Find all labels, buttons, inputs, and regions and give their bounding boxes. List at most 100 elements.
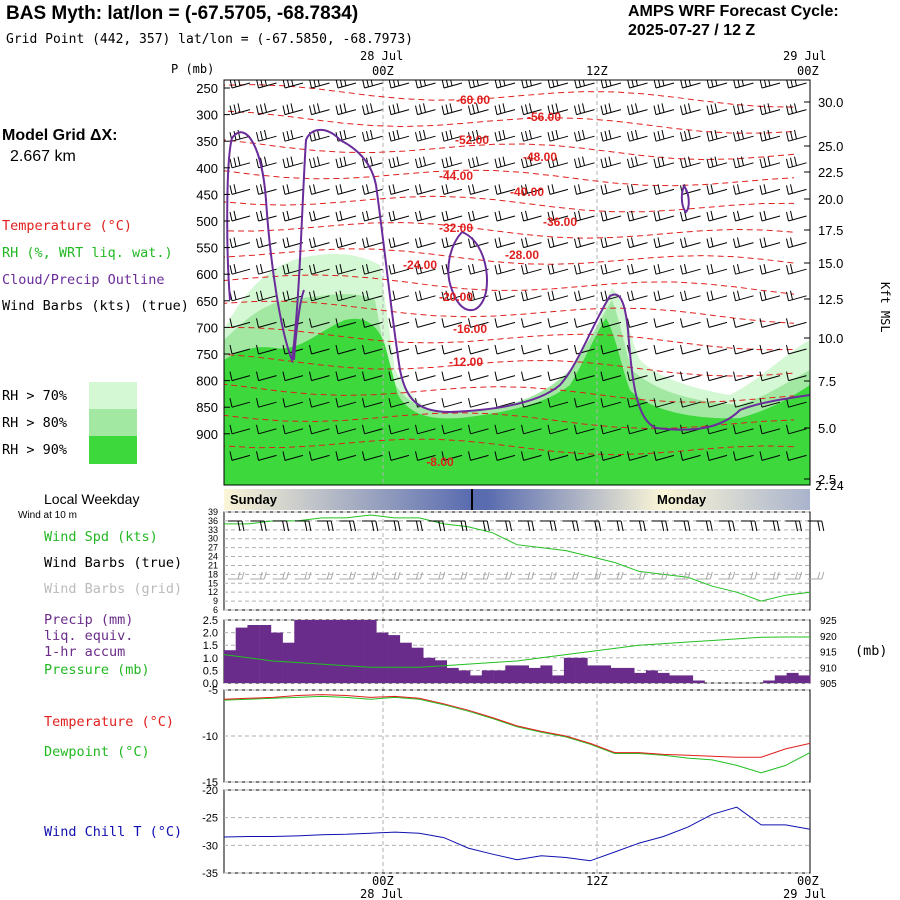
wind-barb-flag	[795, 520, 798, 532]
bottom-hour-label-3: 00Z	[797, 874, 819, 888]
wind-barb-shaft	[417, 428, 436, 435]
wind-barb-flag	[653, 211, 657, 222]
wind-barb	[468, 80, 489, 89]
wind-barb-flag	[680, 238, 683, 248]
wind-barb-shaft	[417, 109, 436, 116]
wind-barb-flag	[313, 263, 316, 274]
wind-barb-flag	[309, 371, 312, 381]
wind-barb-shaft	[231, 82, 251, 89]
wind-barb-flag	[525, 210, 528, 221]
wind-barb	[256, 398, 277, 408]
top-hour-label-3: 00Z	[797, 64, 819, 78]
wind-barb-flag	[529, 129, 532, 140]
wind-barb-shaft	[761, 321, 781, 328]
wind-barb	[600, 398, 622, 408]
wind-barb	[627, 451, 648, 461]
wind-barb-flag	[343, 103, 347, 113]
wind-barb-flag	[521, 132, 524, 142]
wind-barb	[547, 103, 569, 116]
wind-barb-flag	[688, 80, 691, 86]
wind-barb	[680, 451, 701, 461]
wind-barb	[494, 290, 516, 302]
wind-barb-shaft	[364, 295, 383, 302]
wind-barb-flag	[688, 156, 691, 166]
wind-barb-flag	[468, 344, 471, 355]
wind-barb-flag	[750, 571, 754, 580]
wind-barb	[256, 184, 277, 195]
pressure-tick-label: 910	[820, 663, 837, 674]
wind-barb	[786, 184, 807, 195]
wind-barb-flag	[256, 451, 259, 461]
wind-barb-flag	[494, 291, 498, 301]
wind-barb-shaft	[470, 82, 489, 89]
wind-barb-flag	[767, 129, 771, 140]
wind-barb-flag	[600, 132, 604, 142]
wind-barb-flag	[449, 129, 453, 140]
wind-barb-flag	[388, 398, 392, 408]
wind-barb-flag	[741, 103, 744, 113]
wind-barb-flag	[460, 571, 464, 580]
wind-barb-shaft	[390, 162, 410, 169]
wind-barb-flag	[494, 158, 498, 168]
wind-barb-shaft	[231, 375, 251, 382]
wind-barb-flag	[309, 158, 312, 168]
wind-barb-flag	[423, 80, 426, 86]
wind-barb-shaft	[761, 109, 781, 116]
wind-barb-flag	[706, 265, 710, 275]
wind-barb	[680, 290, 701, 302]
wind-barb-flag	[486, 571, 490, 580]
wind-barb-shaft	[549, 268, 569, 275]
wind-barb-flag	[754, 520, 758, 532]
wind-barb-shaft	[655, 321, 675, 328]
wind-barb-flag	[572, 520, 575, 532]
wind-barb-flag	[388, 238, 392, 248]
wind-barb-flag	[445, 184, 449, 194]
height-tick-label: 10.0	[818, 331, 843, 346]
wind-barb-flag	[449, 103, 453, 113]
wind-barb	[759, 103, 781, 116]
top-hour-label-1: 00Z	[372, 64, 394, 78]
wind-barb	[653, 237, 675, 249]
wind-barb-flag	[229, 105, 233, 115]
wind-barb	[653, 210, 675, 222]
wind-barb	[574, 371, 595, 382]
top-date-label-2: 29 Jul	[783, 49, 827, 63]
wind-barb-shaft	[788, 428, 807, 435]
wind-barb-flag	[574, 211, 577, 222]
wind-barb-shaft	[443, 428, 463, 435]
wind-barb	[441, 290, 463, 302]
wind-barb-flag	[392, 184, 396, 194]
wind-barb-shaft	[788, 215, 807, 222]
wind-barb-10m	[451, 520, 468, 532]
wind-barb-flag	[759, 451, 763, 461]
precip-bar	[270, 632, 283, 683]
wind-barb-shaft	[629, 82, 648, 89]
height-axis: 30.025.022.520.017.515.012.510.07.55.02.…	[804, 95, 843, 487]
legend-rh-70: RH > 70%	[2, 388, 68, 404]
wind-barb-flag	[286, 184, 290, 194]
wind-tick-label: 39	[208, 507, 218, 517]
wind-barb-shaft	[576, 428, 595, 435]
wind-barb-flag	[472, 210, 475, 221]
wind-barb-shaft	[761, 348, 781, 355]
wind-barb-flag	[290, 129, 294, 140]
wind-barb-shaft	[655, 188, 675, 195]
wind-barb-flag	[502, 129, 506, 140]
wind-barb-flag	[733, 105, 736, 115]
wind-barb-flag	[502, 156, 506, 166]
wind-barb-shaft	[258, 109, 277, 116]
wind-barb-flag	[388, 371, 392, 381]
wind-barb-flag	[441, 371, 445, 381]
wind-barb-shaft	[523, 109, 542, 116]
wind-barb-shaft	[682, 321, 701, 328]
wind-barb-flag	[706, 211, 710, 222]
wind-barb-shaft	[470, 242, 489, 249]
wind-barb	[441, 263, 463, 275]
wind-barb-flag	[733, 451, 736, 461]
wind-barb-shaft	[390, 295, 410, 302]
wind-barb-shaft	[761, 82, 781, 89]
wind-barb	[362, 424, 383, 435]
wind-barb	[415, 290, 436, 302]
wind-barb-flag	[260, 157, 263, 167]
wind-barb	[335, 184, 357, 195]
